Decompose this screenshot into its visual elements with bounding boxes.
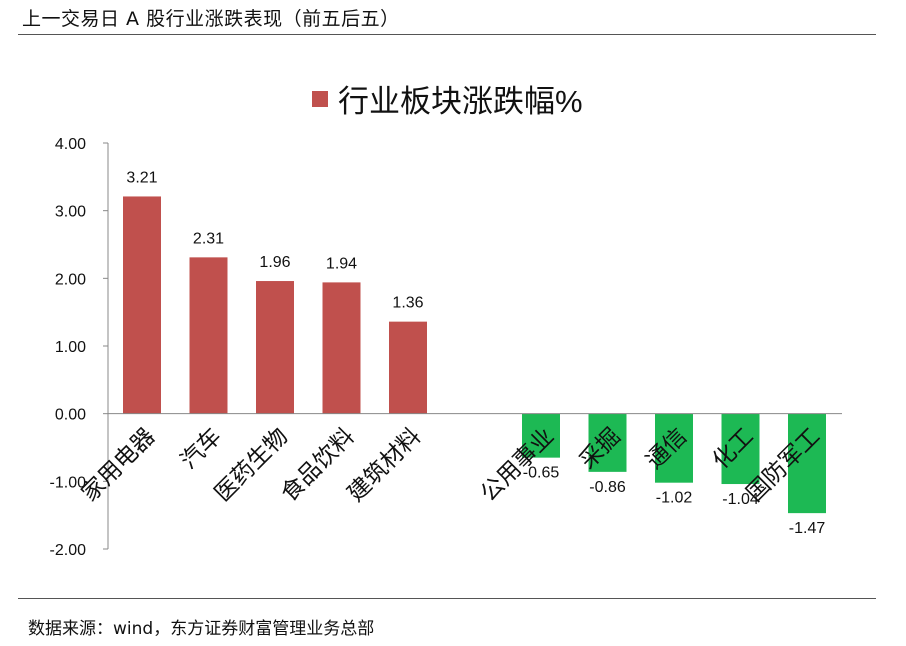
category-label: 建筑材料 <box>343 424 426 507</box>
data-label: 2.31 <box>193 230 224 247</box>
data-label: 3.21 <box>126 169 157 186</box>
data-label: 1.94 <box>326 255 357 272</box>
y-tick-label: 4.00 <box>55 136 86 153</box>
bar <box>256 281 294 414</box>
chart-legend: 行业板块涨跌幅% <box>312 76 583 121</box>
bar <box>721 413 760 485</box>
bar <box>189 257 228 414</box>
bar <box>788 413 826 514</box>
bar <box>389 321 427 414</box>
data-label: -0.86 <box>589 479 626 496</box>
bar <box>655 413 693 483</box>
y-tick-label: 0.00 <box>55 407 86 424</box>
bar <box>123 196 161 414</box>
y-tick-label: 2.00 <box>55 271 86 288</box>
bar <box>588 413 627 472</box>
data-label: -1.02 <box>656 490 693 507</box>
data-label: 1.96 <box>259 254 290 271</box>
legend-swatch <box>312 90 328 107</box>
category-label: 家用电器 <box>77 424 160 507</box>
legend-label: 行业板块涨跌幅% <box>338 84 583 119</box>
footer-divider <box>18 598 876 599</box>
data-label: -1.04 <box>722 491 759 508</box>
category-label: 医药生物 <box>210 424 293 507</box>
page-title: 上一交易日 A 股行业涨跌表现（前五后五） <box>22 8 400 30</box>
category-label: 食品饮料 <box>276 424 359 507</box>
y-tick-label: 1.00 <box>55 339 86 356</box>
y-tick-label: 3.00 <box>55 204 86 221</box>
header-divider <box>18 34 876 35</box>
data-source-note: 数据来源：wind，东方证券财富管理业务总部 <box>28 619 375 639</box>
y-tick-label: -2.00 <box>50 542 87 559</box>
category-label: 汽车 <box>176 424 227 475</box>
data-label: 1.36 <box>392 295 423 312</box>
bar-chart: 4.00 3.00 2.00 1.00 0.00 -1.00 -2.00 3.21 2.31 1.… <box>50 136 842 559</box>
data-label: -0.65 <box>523 465 560 482</box>
bar <box>322 282 361 414</box>
y-tick-label: -1.00 <box>50 474 87 491</box>
bar <box>522 413 560 458</box>
data-label: -1.47 <box>789 520 826 537</box>
